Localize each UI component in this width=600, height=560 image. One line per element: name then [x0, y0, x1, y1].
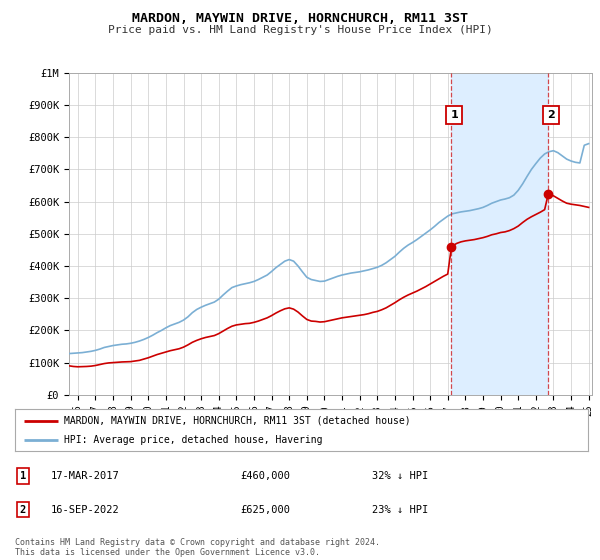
Text: 32% ↓ HPI: 32% ↓ HPI — [372, 471, 428, 481]
Text: 16-SEP-2022: 16-SEP-2022 — [51, 505, 120, 515]
Text: HPI: Average price, detached house, Havering: HPI: Average price, detached house, Have… — [64, 435, 322, 445]
Text: 1: 1 — [20, 471, 26, 481]
Text: £460,000: £460,000 — [240, 471, 290, 481]
Bar — [451, 73, 548, 395]
Text: Contains HM Land Registry data © Crown copyright and database right 2024.
This d: Contains HM Land Registry data © Crown c… — [15, 538, 380, 557]
Text: 23% ↓ HPI: 23% ↓ HPI — [372, 505, 428, 515]
Text: £625,000: £625,000 — [240, 505, 290, 515]
Text: 2: 2 — [20, 505, 26, 515]
Text: 17-MAR-2017: 17-MAR-2017 — [51, 471, 120, 481]
Text: Price paid vs. HM Land Registry's House Price Index (HPI): Price paid vs. HM Land Registry's House … — [107, 25, 493, 35]
Text: MARDON, MAYWIN DRIVE, HORNCHURCH, RM11 3ST: MARDON, MAYWIN DRIVE, HORNCHURCH, RM11 3… — [132, 12, 468, 25]
Text: MARDON, MAYWIN DRIVE, HORNCHURCH, RM11 3ST (detached house): MARDON, MAYWIN DRIVE, HORNCHURCH, RM11 3… — [64, 416, 410, 426]
Text: 1: 1 — [450, 110, 458, 120]
Text: 2: 2 — [547, 110, 555, 120]
